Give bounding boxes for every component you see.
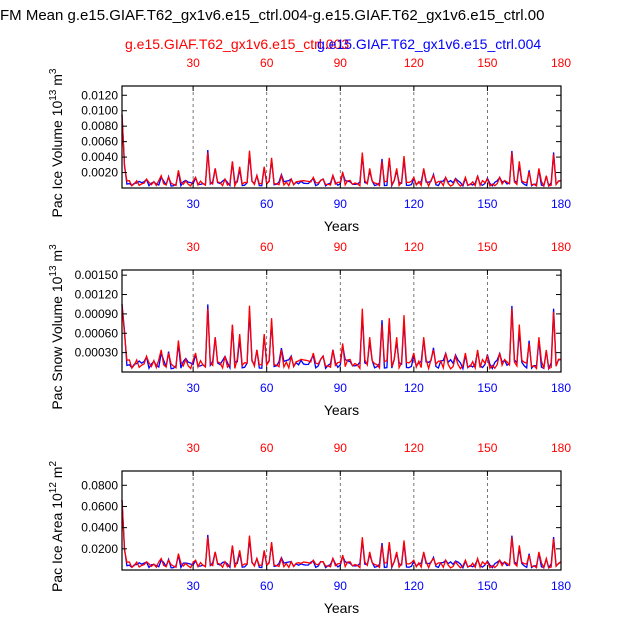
- x-tick-label-bottom: 30: [186, 579, 200, 593]
- x-tick-label-top: 30: [186, 441, 200, 455]
- chart-panel-2: 0.00030 0.00060 0.00090 0.00120 0.00150 30 30 6…: [48, 240, 571, 418]
- x-tick-label-bottom: 150: [477, 197, 497, 211]
- series-line-ctrl-004: [121, 304, 562, 371]
- plot-frame: [121, 85, 562, 189]
- y-axis-label-unit: m: [49, 74, 65, 90]
- x-tick-label-bottom: 30: [186, 197, 200, 211]
- y-axis-label-unit-exponent: 2: [48, 461, 59, 467]
- x-tick-label-top: 180: [551, 56, 571, 70]
- x-tick-label-top: 60: [260, 240, 274, 254]
- x-tick-label-top: 180: [551, 441, 571, 455]
- y-tick-label: 0.0800: [81, 478, 118, 492]
- series-line-ctrl-003: [121, 500, 562, 570]
- legend-entry-ctrl-003: g.e15.GIAF.T62_gx1v6.e15_ctrl.003: [125, 36, 350, 52]
- x-tick-label-bottom: 150: [477, 579, 497, 593]
- y-axis-label-unit: m: [49, 250, 65, 266]
- x-tick-label-top: 30: [186, 56, 200, 70]
- x-tick-label-top: 150: [477, 441, 497, 455]
- x-tick-label-top: 90: [334, 441, 348, 455]
- x-tick-label-top: 150: [477, 240, 497, 254]
- y-axis-label-unit-exponent: 3: [48, 244, 59, 250]
- y-tick-label: 0.00150: [75, 268, 119, 282]
- y-axis-label-exponent: 12: [48, 482, 59, 494]
- x-tick-label-bottom: 120: [404, 381, 424, 395]
- x-tick-label-bottom: 90: [334, 197, 348, 211]
- y-tick-label: 0.0600: [81, 499, 118, 513]
- series-line-ctrl-003: [121, 304, 561, 372]
- x-tick-label-bottom: 120: [404, 579, 424, 593]
- y-axis-label-text: Pac Ice Volume 10: [49, 101, 65, 218]
- x-tick-label-top: 60: [260, 441, 274, 455]
- x-tick-label-bottom: 60: [260, 381, 274, 395]
- x-tick-label-top: 90: [334, 240, 348, 254]
- x-axis-label: Years: [324, 218, 359, 234]
- y-tick-label: 0.0020: [81, 166, 118, 180]
- x-axis-label: Years: [324, 402, 359, 418]
- y-tick-label: 0.0200: [81, 542, 118, 556]
- x-axis-label: Years: [324, 600, 359, 616]
- y-axis-label-exponent: 13: [48, 265, 59, 277]
- y-tick-label: 0.00120: [75, 288, 119, 302]
- y-tick-label: 0.00090: [75, 307, 119, 321]
- plot-frame: [121, 470, 562, 571]
- x-tick-label-bottom: 180: [551, 197, 571, 211]
- chart-title: FM Mean g.e15.GIAF.T62_gx1v6.e15_ctrl.00…: [0, 7, 545, 24]
- y-tick-label: 0.0100: [81, 104, 118, 118]
- x-tick-label-top: 120: [404, 240, 424, 254]
- y-axis-label-text: Pac Snow Volume 10: [49, 276, 65, 409]
- x-tick-label-top: 120: [404, 56, 424, 70]
- y-tick-label: 0.00060: [75, 326, 119, 340]
- y-tick-label: 0.0060: [81, 135, 118, 149]
- y-axis-label-unit-exponent: 3: [48, 68, 59, 74]
- y-axis-label-text: Pac Ice Area 10: [49, 493, 65, 592]
- x-tick-label-bottom: 180: [551, 579, 571, 593]
- series-line-ctrl-003: [121, 114, 562, 189]
- y-axis-label: Pac Ice Volume 1013 m3: [48, 68, 65, 217]
- x-tick-label-top: 60: [260, 56, 274, 70]
- x-tick-label-bottom: 60: [260, 197, 274, 211]
- y-axis-label: Pac Snow Volume 1013 m3: [48, 244, 65, 410]
- x-tick-label-top: 150: [477, 56, 497, 70]
- x-tick-label-top: 180: [551, 240, 571, 254]
- x-tick-label-bottom: 120: [404, 197, 424, 211]
- x-tick-label-top: 90: [334, 56, 348, 70]
- y-axis-label: Pac Ice Area 1012 m2: [48, 461, 65, 593]
- y-tick-label: 0.0120: [81, 88, 118, 102]
- x-tick-label-bottom: 90: [334, 381, 348, 395]
- x-tick-label-top: 30: [186, 240, 200, 254]
- y-tick-label: 0.0040: [81, 150, 118, 164]
- x-tick-label-bottom: 60: [260, 579, 274, 593]
- legend-entry-ctrl-004: g.e15.GIAF.T62_gx1v6.e15_ctrl.004: [317, 36, 542, 52]
- chart-panel-3: 0.0200 0.0400 0.0600 0.0800 30 30 60 60 90 90 120 1…: [48, 441, 571, 616]
- x-tick-label-bottom: 90: [334, 579, 348, 593]
- x-tick-label-top: 120: [404, 441, 424, 455]
- y-tick-label: 0.0080: [81, 119, 118, 133]
- y-tick-label: 0.0400: [81, 521, 118, 535]
- x-tick-label-bottom: 150: [477, 381, 497, 395]
- x-tick-label-bottom: 30: [186, 381, 200, 395]
- x-tick-label-bottom: 180: [551, 381, 571, 395]
- plot-frame: [121, 269, 562, 373]
- y-axis-label-unit: m: [49, 467, 65, 483]
- y-tick-label: 0.00030: [75, 346, 119, 360]
- y-axis-label-exponent: 13: [48, 89, 59, 101]
